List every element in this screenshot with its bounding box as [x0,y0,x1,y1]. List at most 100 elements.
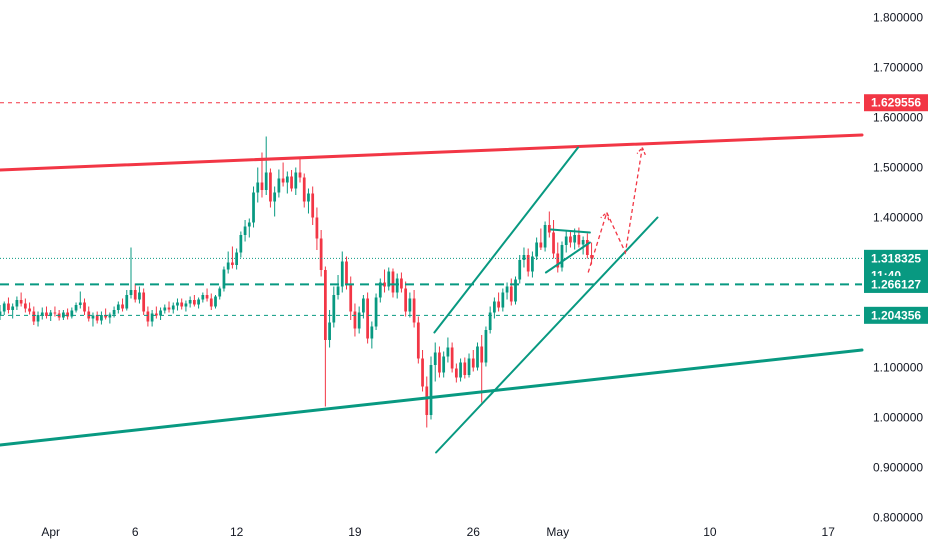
candle-body [391,271,395,293]
candle-body [231,262,234,265]
price-tag-box[interactable] [864,306,928,324]
candle-body [493,301,496,313]
price-tag-box[interactable] [864,94,928,112]
candle-body [467,358,471,375]
trend-line-triangle-top[interactable] [550,228,591,234]
price-tag-label: 1.629556 [871,96,921,110]
candle-body [400,278,403,289]
candle-body [95,315,99,321]
candle-body [497,301,500,308]
candle-body [383,282,386,287]
candle-body [362,298,365,313]
candle-body [577,235,581,245]
candle-body [129,290,133,295]
horizontal-lines-layer [0,102,862,316]
time-tick-label: 12 [230,525,244,539]
candle-body [459,362,462,378]
candle-body [28,308,31,312]
candle-body [142,292,146,312]
candle-body [83,302,86,312]
candle-body [205,295,209,299]
candle-body [585,240,589,255]
candle-body [450,347,454,369]
candle-body [429,365,433,415]
price-tick-label: 1.400000 [873,211,923,225]
candle-body [590,255,593,259]
candle-body [112,310,116,315]
candle-body [100,315,103,321]
trend-lines-layer [0,133,864,454]
candle-body [336,286,340,295]
trend-line-triangle-bottom[interactable] [544,241,591,274]
candle-body [40,312,44,315]
time-axis[interactable]: Apr 6 12 19 26 May 10 17 [41,525,835,539]
candle-body [378,282,382,298]
candle-body [573,235,577,243]
trend-line-support[interactable] [0,348,864,447]
candle-body [408,298,412,312]
candle-body [319,238,323,270]
candle-body [433,352,437,365]
candle-body [269,172,272,202]
projection-path[interactable] [587,147,643,273]
candle-body [66,312,69,317]
projection-layer [587,146,646,273]
candle-body [11,306,15,310]
trend-line-channel-lower[interactable] [435,216,659,454]
candle-body [53,312,57,314]
candle-body [463,362,467,375]
candle-body [273,192,277,202]
price-tag-label: 1.318325 [871,251,921,265]
candle-body [91,315,95,319]
time-tick-label: 26 [467,525,481,539]
price-tick-label: 1.800000 [873,11,923,25]
projection-arrowhead [636,146,646,156]
candle-body [471,358,475,368]
price-tick-label: 0.800000 [873,511,923,525]
candle-body [226,262,230,270]
candle-body [239,235,243,253]
candle-body [518,260,522,280]
candle-body [484,330,488,363]
candle-body [446,347,450,357]
candle-body [395,278,399,293]
candle-body [74,305,78,311]
candle-body [552,232,555,254]
candle-body [480,346,484,363]
candle-body [188,300,192,304]
price-axis[interactable]: 1.800000 1.700000 1.600000 1.500000 1.400000… [873,11,923,525]
candle-body [569,236,572,243]
candle-body [404,288,408,312]
candle-body [560,245,564,268]
time-tick-label: May [546,525,569,539]
candle-body [387,271,391,287]
candle-body [522,255,526,260]
candle-body [15,300,19,307]
candle-body [116,304,120,310]
trend-line-channel-upper[interactable] [433,146,580,334]
price-tag-box[interactable] [864,275,928,293]
candle-body [526,255,530,272]
time-tick-label: Apr [41,525,60,539]
candle-body [214,296,217,307]
candle-body [539,242,543,248]
candle-body [256,182,260,193]
trend-line-resistance[interactable] [0,133,864,172]
candle-body [7,303,10,310]
candle-body [442,356,446,373]
candle-body [197,299,200,305]
candle-body [264,172,268,190]
candle-body [323,270,327,340]
candle-body [531,256,534,272]
candle-body [564,236,568,245]
candle-body [209,298,213,307]
candle-body [260,182,264,190]
candle-body [146,311,150,322]
candle-body [294,172,298,189]
price-tick-label: 1.100000 [873,361,923,375]
candle-body [374,297,378,327]
candle-body [23,303,27,309]
candle-body [192,300,196,305]
